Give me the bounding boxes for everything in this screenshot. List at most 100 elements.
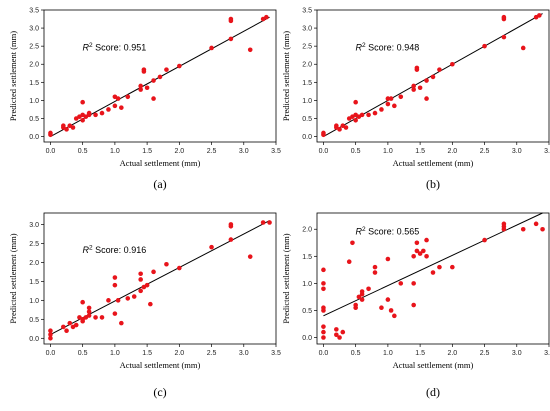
data-point — [417, 85, 423, 91]
data-point — [64, 127, 69, 132]
data-point — [112, 275, 118, 280]
data-point — [482, 237, 487, 243]
data-point — [437, 67, 442, 72]
data-point — [334, 332, 339, 338]
y-tick-label: 0.0 — [302, 134, 312, 141]
x-axis-label: Actual settlement (mm) — [393, 360, 474, 370]
x-tick-label: 2.0 — [447, 350, 457, 357]
x-tick-label: 1.5 — [142, 148, 152, 155]
x-axis-label: Actual settlement (mm) — [393, 158, 474, 168]
data-point — [385, 101, 391, 107]
data-point — [144, 282, 150, 288]
data-point — [372, 264, 378, 270]
y-tick-label: 2.0 — [29, 260, 39, 267]
data-point — [321, 324, 326, 329]
x-tick-label: 3.0 — [239, 350, 249, 357]
panel-letter: (d) — [426, 385, 440, 399]
data-point — [430, 270, 436, 275]
chart-panel-1: 0.0 0.5 1.0 1.5 2.0 2.5 3.0 3.5 0.0 0.5 1.0 1.5 2.0 2… — [8, 8, 281, 192]
data-point — [86, 313, 92, 318]
data-point — [80, 318, 85, 324]
chart-panel-4: 0.0 0.5 1.0 1.5 2.0 2.5 3.0 3.5 0.0 0.5 1.0 1.5 2.0 A… — [281, 212, 550, 399]
data-point — [247, 254, 253, 259]
data-point — [209, 45, 214, 51]
data-point — [520, 45, 526, 51]
y-tick-label: 1.5 — [302, 80, 312, 87]
data-point — [138, 271, 143, 277]
plot-frame — [316, 212, 550, 345]
data-point — [138, 277, 143, 282]
data-point — [414, 240, 420, 246]
data-point — [228, 237, 234, 242]
data-point — [385, 256, 391, 262]
data-point — [340, 329, 346, 335]
data-point — [417, 251, 423, 256]
data-point — [131, 294, 137, 299]
data-point — [321, 286, 326, 292]
data-point — [99, 110, 105, 116]
plot-frame — [43, 212, 277, 345]
y-tick-label: 3.5 — [29, 8, 39, 15]
x-axis-label: Actual settlement (mm) — [120, 360, 201, 370]
x-tick-label: 0.5 — [351, 350, 361, 357]
data-point — [112, 282, 118, 288]
data-point — [540, 226, 545, 232]
data-point — [450, 264, 455, 270]
data-point — [106, 107, 111, 112]
data-point — [411, 302, 416, 308]
data-point — [398, 94, 404, 100]
x-tick-label: 0.5 — [78, 148, 88, 155]
data-point — [385, 96, 391, 101]
data-point — [353, 99, 358, 105]
data-point — [151, 78, 156, 83]
x-tick-label: 3.5 — [544, 148, 550, 155]
y-tick-label: 2.0 — [302, 62, 312, 69]
panel-letter: (b) — [426, 177, 440, 191]
data-point — [414, 248, 420, 254]
x-tick-label: 0.5 — [351, 148, 361, 155]
y-tick-label: 0.5 — [29, 116, 39, 123]
y-tick-label: 0.0 — [29, 336, 39, 343]
data-point — [148, 301, 153, 307]
y-tick-label: 1.0 — [29, 298, 39, 305]
data-point — [228, 16, 234, 22]
data-point — [424, 237, 429, 243]
y-tick-label: 1.0 — [302, 281, 312, 288]
data-point — [411, 281, 416, 286]
y-tick-label: 1.5 — [29, 279, 39, 286]
data-point — [392, 103, 397, 109]
data-point — [157, 74, 163, 80]
x-tick-label: 1.5 — [142, 350, 152, 357]
y-axis-label: Predicted settlement (mm) — [8, 233, 18, 323]
data-point — [398, 281, 404, 286]
data-point — [414, 67, 420, 72]
data-point — [112, 311, 118, 316]
chart-panel-2: 0.0 0.5 1.0 1.5 2.0 2.5 3.0 3.5 0.0 0.5 1.0 1.5 2.0 2… — [281, 8, 550, 192]
data-point — [411, 254, 416, 259]
data-point — [501, 221, 507, 227]
r2-score-text: R2 Score: 0.565 — [356, 226, 420, 237]
y-tick-label: 0.5 — [302, 308, 312, 315]
data-point — [112, 103, 118, 109]
data-point — [533, 221, 539, 227]
data-point — [99, 315, 105, 320]
data-point — [86, 110, 92, 116]
data-point — [48, 130, 53, 136]
r2-score-text: R2 Score: 0.916 — [83, 245, 147, 256]
y-tick-label: 1.0 — [302, 98, 312, 105]
data-point — [67, 320, 73, 326]
data-point — [343, 125, 349, 130]
y-tick-label: 1.0 — [29, 98, 39, 105]
data-point — [138, 288, 143, 294]
y-tick-label: 2.5 — [302, 44, 312, 51]
data-point — [321, 130, 326, 136]
data-point — [119, 105, 124, 110]
data-point — [228, 222, 234, 227]
data-point — [359, 112, 365, 118]
x-tick-label: 1.0 — [383, 350, 393, 357]
data-point — [350, 240, 355, 246]
data-point — [141, 69, 147, 74]
data-point — [537, 13, 542, 18]
data-point — [80, 99, 85, 105]
